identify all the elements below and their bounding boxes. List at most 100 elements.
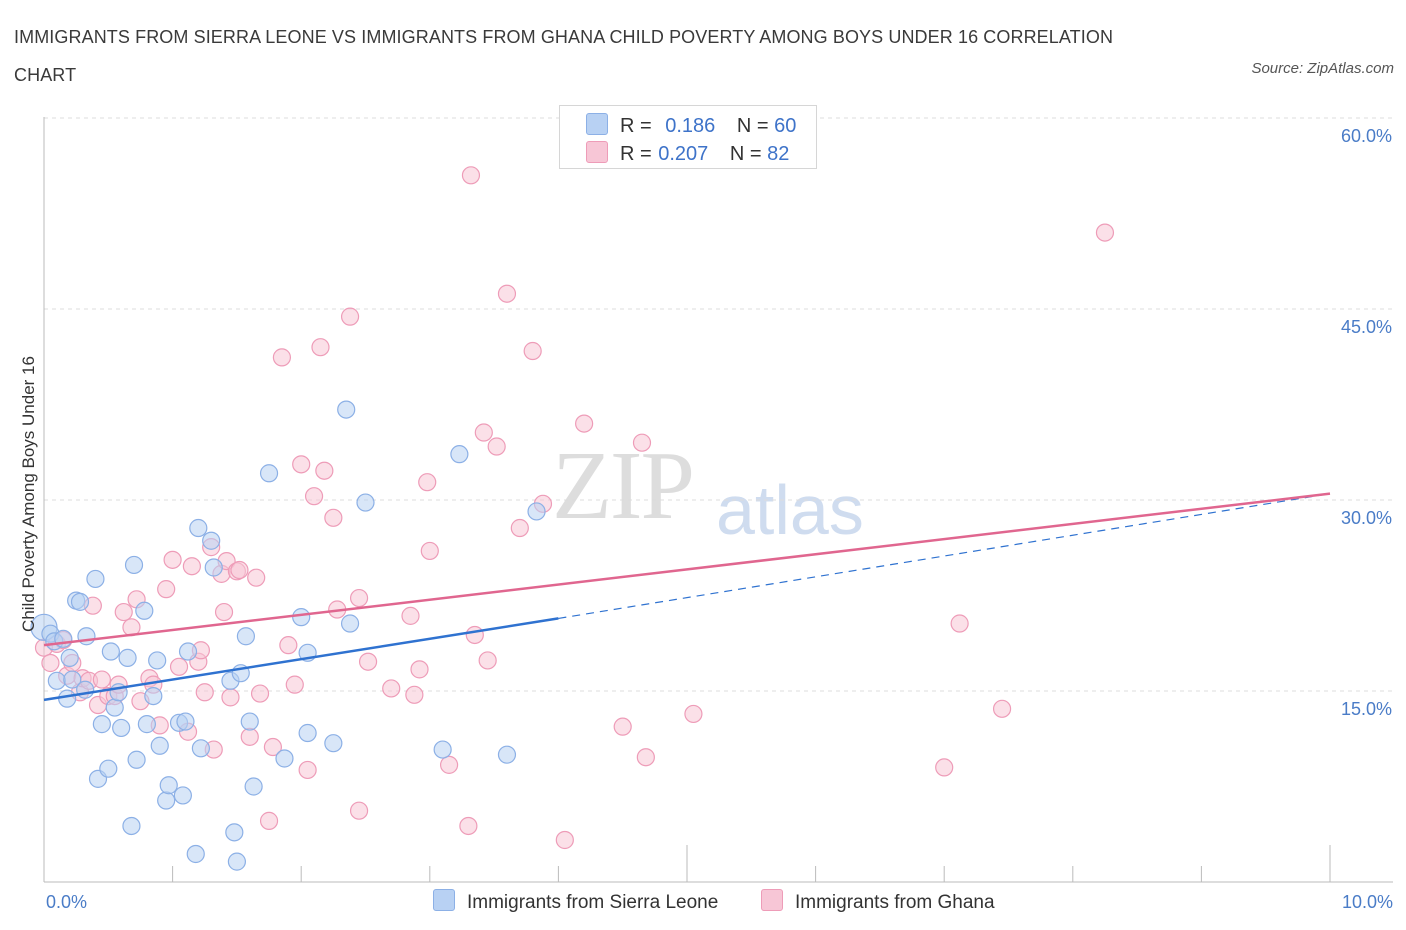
ghana-point: [263, 737, 283, 757]
sierra-leone-point: [144, 686, 163, 706]
bottom-legend-label: Immigrants from Ghana: [795, 892, 995, 913]
sierra-leone-point: [497, 745, 517, 764]
sierra-leone-point: [186, 844, 205, 864]
correlation-legend: R = 0.186 N = 60 R = 0.207 N = 82: [559, 105, 817, 169]
sierra-leone-point: [76, 680, 95, 699]
legend-r-label: R =: [620, 143, 652, 165]
bottom-legend-swatch-blue: [433, 889, 455, 911]
trend-lines: [43, 492, 1331, 702]
sierra-leone-point: [527, 502, 546, 521]
sierra-leone-point: [101, 642, 120, 661]
sierra-leone-point: [240, 712, 259, 731]
sierra-leone-point: [298, 723, 317, 743]
chart-title: IMMIGRANTS FROM SIERRA LEONE VS IMMIGRAN…: [14, 27, 1114, 85]
ghana-point: [992, 699, 1012, 718]
sierra-leone-point: [189, 518, 208, 538]
sierra-leone-point: [159, 776, 178, 795]
sierra-leone-point: [137, 715, 156, 734]
ghana-point: [349, 588, 369, 608]
sierra-leone-trend-extension: [558, 493, 1331, 620]
legend-swatch-blue: [586, 113, 608, 135]
ghana-point: [247, 568, 266, 587]
sierra-leone-point: [292, 608, 311, 627]
ghana-point: [575, 414, 594, 433]
ghana-point: [304, 487, 324, 506]
ghana-point: [250, 684, 270, 703]
x-tick-label: 10.0%: [1342, 892, 1393, 912]
sierra-leone-point: [176, 712, 195, 731]
ghana-trend-line: [43, 492, 1331, 647]
sierra-leone-point: [178, 642, 198, 661]
ghana-point: [315, 461, 334, 480]
sierra-leone-point: [173, 786, 192, 805]
ghana-point: [41, 653, 60, 673]
sierra-leone-point: [47, 671, 66, 690]
sierra-leone-points: [30, 400, 546, 871]
sierra-leone-point: [433, 740, 452, 759]
sierra-leone-point: [236, 627, 256, 646]
sierra-leone-point: [150, 736, 169, 755]
sierra-leone-point: [157, 791, 176, 810]
bottom-legend-swatch-pink: [761, 889, 783, 911]
ghana-point: [1095, 223, 1115, 242]
legend-n-value: 82: [767, 143, 790, 165]
sierra-leone-point: [122, 816, 141, 836]
sierra-leone-point: [337, 400, 356, 419]
legend-n-value: 60: [774, 115, 797, 137]
ghana-point: [340, 307, 360, 326]
sierra-leone-point: [99, 759, 118, 778]
ghana-point: [636, 748, 655, 767]
ghana-point: [349, 801, 369, 820]
ghana-point: [935, 758, 954, 777]
ghana-point: [182, 557, 201, 576]
ghana-point: [259, 811, 279, 830]
ghana-point: [523, 341, 542, 361]
watermark-atlas: atlas: [716, 471, 864, 549]
y-tick-label: 30.0%: [1341, 508, 1392, 528]
ghana-point: [510, 518, 529, 538]
source-credit: Source: ZipAtlas.com: [1251, 60, 1394, 77]
ghana-point: [195, 683, 214, 702]
legend-r-value: 0.186: [665, 115, 716, 137]
sierra-leone-trend-line: [43, 617, 559, 702]
sierra-leone-point: [60, 648, 79, 667]
sierra-leone-point: [77, 627, 96, 646]
y-axis-label: Child Poverty Among Boys Under 16: [19, 356, 38, 632]
legend-r-label: R =: [620, 115, 652, 137]
sierra-leone-point: [58, 689, 77, 708]
sierra-leone-point: [340, 614, 360, 633]
sierra-leone-point: [124, 555, 144, 575]
ghana-point: [474, 423, 493, 442]
ghana-point: [221, 688, 240, 707]
ghana-point: [555, 830, 574, 850]
ghana-point: [240, 727, 259, 746]
legend-swatch-pink: [586, 141, 608, 163]
ghana-point: [478, 651, 497, 670]
ghana-point: [279, 636, 298, 655]
legend-n-label: N =: [736, 115, 769, 137]
ghana-point: [157, 580, 176, 599]
ghana-point: [405, 685, 424, 704]
ghana-point: [410, 660, 429, 679]
ghana-point: [214, 602, 234, 622]
ghana-point: [272, 348, 292, 367]
sierra-leone-point: [70, 592, 90, 611]
bottom-legend-ghana: Immigrants from Ghana: [761, 889, 995, 914]
sierra-leone-point: [356, 493, 375, 512]
legend-r-value: 0.207: [658, 143, 709, 165]
tick-labels: 15.0% 30.0% 45.0% 60.0% 0.0% 10.0%: [46, 126, 1393, 912]
sierra-leone-point: [225, 823, 244, 842]
watermark-zip: ZIP: [552, 432, 695, 540]
ghana-point: [461, 166, 481, 185]
sierra-leone-point: [202, 531, 221, 550]
sierra-leone-point: [148, 651, 167, 670]
sierra-leone-point: [92, 715, 111, 734]
sierra-leone-point: [259, 464, 279, 483]
ghana-point: [285, 675, 304, 694]
sierra-leone-point: [112, 718, 131, 738]
sierra-leone-point: [324, 734, 343, 753]
sierra-leone-point: [244, 777, 263, 796]
axes: [43, 117, 1393, 883]
sierra-leone-point: [227, 852, 246, 871]
